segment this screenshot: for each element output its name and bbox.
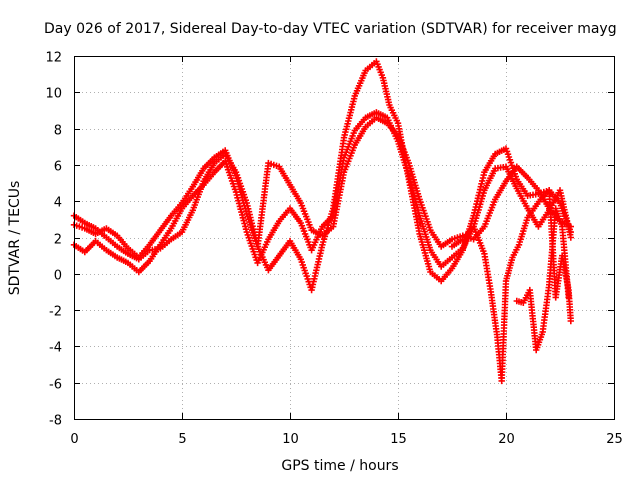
y-tick-label: 10 xyxy=(45,87,62,102)
series-track-3 xyxy=(70,114,574,263)
y-tick-label: -8 xyxy=(49,414,62,429)
x-axis-label: GPS time / hours xyxy=(281,458,398,474)
y-tick-label: 8 xyxy=(54,124,62,139)
x-tick-label: 0 xyxy=(70,432,78,447)
x-tick-label: 15 xyxy=(390,432,407,447)
y-tick-label: 0 xyxy=(54,269,62,284)
y-tick-label: 2 xyxy=(54,233,62,248)
data-layer xyxy=(70,58,574,385)
x-tick-label: 5 xyxy=(178,432,186,447)
y-tick-label: -6 xyxy=(49,378,62,393)
data-point xyxy=(567,223,574,230)
data-point xyxy=(567,234,574,241)
data-point xyxy=(565,294,572,301)
y-tick-label: -4 xyxy=(49,341,62,356)
tick-layer: 0 5 10 15 20 25 -8 -6 -4 -2 0 2 4 6 8 10 12 xyxy=(45,51,622,448)
x-tick-label: 25 xyxy=(606,432,623,447)
y-tick-label: 6 xyxy=(54,160,62,175)
series-track-5 xyxy=(513,205,572,354)
grid-layer xyxy=(74,56,614,419)
y-tick-label: -2 xyxy=(49,305,62,320)
y-tick-label: 4 xyxy=(54,196,62,211)
x-tick-label: 20 xyxy=(498,432,515,447)
y-axis-label: SDTVAR / TECUs xyxy=(7,181,23,296)
x-tick-label: 10 xyxy=(282,432,299,447)
chart-title: Day 026 of 2017, Sidereal Day-to-day VTE… xyxy=(44,21,617,37)
y-tick-label: 12 xyxy=(45,51,62,66)
data-point xyxy=(567,317,574,325)
series-track-1 xyxy=(70,58,574,294)
